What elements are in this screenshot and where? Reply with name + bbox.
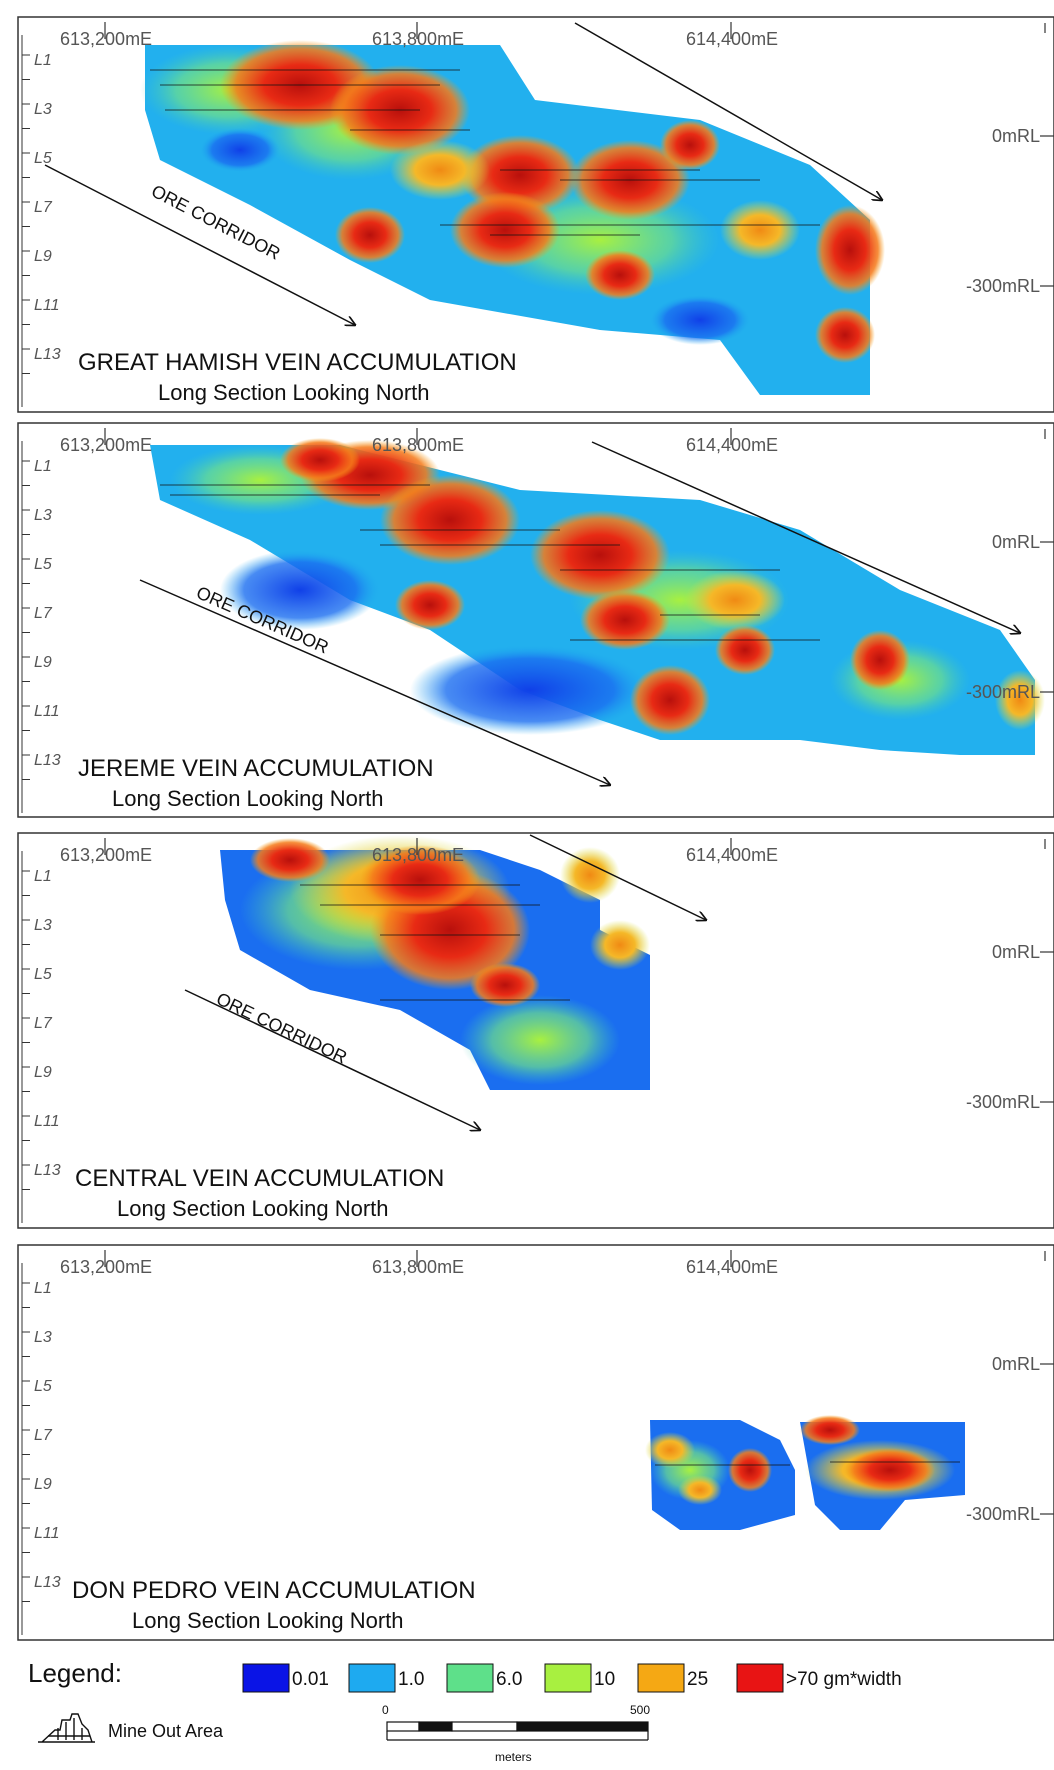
panel-axis-4: L1 L3 L5 L7 L9 L11 L13 613,200mE 613,800mE 614,40… bbox=[21, 1250, 1054, 1635]
legend-label: 0.01 bbox=[292, 1669, 329, 1690]
scale-bar: 0 500 meters bbox=[382, 1703, 650, 1764]
level-label: L7 bbox=[34, 1015, 53, 1032]
legend-label: 6.0 bbox=[496, 1669, 522, 1690]
legend-swatch bbox=[348, 1663, 396, 1693]
legend-title: Legend: bbox=[28, 1658, 122, 1688]
ore-corridor-arrow bbox=[139, 579, 610, 785]
panel-title: CENTRAL VEIN ACCUMULATION bbox=[75, 1165, 444, 1192]
legend-swatch bbox=[736, 1663, 784, 1693]
level-label: L9 bbox=[34, 654, 52, 671]
level-label: L9 bbox=[34, 1064, 52, 1081]
elevation-label: -300mRL bbox=[966, 682, 1040, 702]
trend-arrow bbox=[529, 834, 706, 920]
scale-unit: meters bbox=[495, 1750, 532, 1764]
level-label: L13 bbox=[34, 752, 61, 769]
elevation-label: 0mRL bbox=[992, 942, 1040, 962]
easting-label: 614,400mE bbox=[686, 29, 778, 49]
easting-label: 614,400mE bbox=[686, 1257, 778, 1277]
panel-subtitle: Long Section Looking North bbox=[117, 1196, 389, 1221]
ore-corridor-arrow bbox=[184, 989, 480, 1130]
level-label: L13 bbox=[34, 346, 61, 363]
level-label: L7 bbox=[34, 199, 53, 216]
legend-label: 10 bbox=[594, 1669, 615, 1690]
level-label: L1 bbox=[34, 458, 52, 475]
level-label: L9 bbox=[34, 248, 52, 265]
easting-label: 613,800mE bbox=[372, 1257, 464, 1277]
legend-swatch bbox=[446, 1663, 494, 1693]
panel-subtitle: Long Section Looking North bbox=[112, 786, 384, 811]
level-label: L13 bbox=[34, 1574, 61, 1591]
level-label: L3 bbox=[34, 917, 52, 934]
legend: Legend: 0.01 1.0 6.0 10 25 >70 gm*width Mine … bbox=[28, 1658, 902, 1764]
legend-swatch bbox=[242, 1663, 290, 1693]
legend-label: >70 gm*width bbox=[786, 1669, 902, 1690]
accumulation-map-area bbox=[140, 40, 885, 395]
easting-label: 614,400mE bbox=[686, 845, 778, 865]
level-label: L5 bbox=[34, 556, 52, 573]
level-label: L7 bbox=[34, 605, 53, 622]
level-label: L11 bbox=[34, 1525, 60, 1542]
panel-title: GREAT HAMISH VEIN ACCUMULATION bbox=[78, 349, 517, 376]
legend-label: 1.0 bbox=[398, 1669, 424, 1690]
elevation-label: 0mRL bbox=[992, 126, 1040, 146]
easting-label: 613,200mE bbox=[60, 435, 152, 455]
accumulation-map-area bbox=[150, 438, 1045, 755]
level-label: L1 bbox=[34, 52, 52, 69]
level-label: L9 bbox=[34, 1476, 52, 1493]
easting-label: 613,200mE bbox=[60, 845, 152, 865]
easting-label: 613,800mE bbox=[372, 435, 464, 455]
easting-label: 613,200mE bbox=[60, 29, 152, 49]
elevation-label: -300mRL bbox=[966, 276, 1040, 296]
trend-arrow bbox=[591, 441, 1020, 633]
accumulation-map-area bbox=[645, 1415, 965, 1530]
level-label: L3 bbox=[34, 507, 52, 524]
easting-label: 614,400mE bbox=[686, 435, 778, 455]
panel-subtitle: Long Section Looking North bbox=[132, 1608, 404, 1633]
legend-swatch bbox=[544, 1663, 592, 1693]
panel-central bbox=[17, 832, 1054, 1229]
level-label: L5 bbox=[34, 1378, 52, 1395]
scale-start: 0 bbox=[382, 1703, 389, 1717]
easting-label: 613,200mE bbox=[60, 1257, 152, 1277]
level-label: L7 bbox=[34, 1427, 53, 1444]
level-label: L1 bbox=[34, 868, 52, 885]
level-label: L11 bbox=[34, 703, 60, 720]
mine-out-icon bbox=[38, 1713, 95, 1743]
level-label: L5 bbox=[34, 966, 52, 983]
panel-subtitle: Long Section Looking North bbox=[158, 380, 430, 405]
elevation-label: 0mRL bbox=[992, 1354, 1040, 1374]
legend-items: 0.01 1.0 6.0 10 25 >70 gm*width bbox=[242, 1663, 902, 1693]
level-label: L3 bbox=[34, 1329, 52, 1346]
ore-corridor-arrow bbox=[44, 164, 355, 325]
level-label: L13 bbox=[34, 1162, 61, 1179]
elevation-label: -300mRL bbox=[966, 1092, 1040, 1112]
accumulation-map-area bbox=[220, 835, 650, 1090]
legend-label: 25 bbox=[687, 1669, 708, 1690]
panel-jereme bbox=[17, 422, 1054, 818]
elevation-label: -300mRL bbox=[966, 1504, 1040, 1524]
mine-out-label: Mine Out Area bbox=[108, 1721, 224, 1741]
panel-title: DON PEDRO VEIN ACCUMULATION bbox=[72, 1577, 476, 1604]
level-label: L3 bbox=[34, 101, 52, 118]
level-label: L11 bbox=[34, 297, 60, 314]
panel-don-pedro bbox=[17, 1244, 1054, 1641]
trend-arrow bbox=[574, 22, 882, 200]
easting-label: 613,800mE bbox=[372, 29, 464, 49]
level-label: L5 bbox=[34, 150, 52, 167]
elevation-label: 0mRL bbox=[992, 532, 1040, 552]
easting-label: 613,800mE bbox=[372, 845, 464, 865]
panel-great-hamish bbox=[17, 16, 1054, 413]
scale-end: 500 bbox=[630, 1703, 650, 1717]
level-label: L1 bbox=[34, 1280, 52, 1297]
panel-title: JEREME VEIN ACCUMULATION bbox=[78, 755, 434, 782]
legend-swatch bbox=[637, 1663, 685, 1693]
level-label: L11 bbox=[34, 1113, 60, 1130]
